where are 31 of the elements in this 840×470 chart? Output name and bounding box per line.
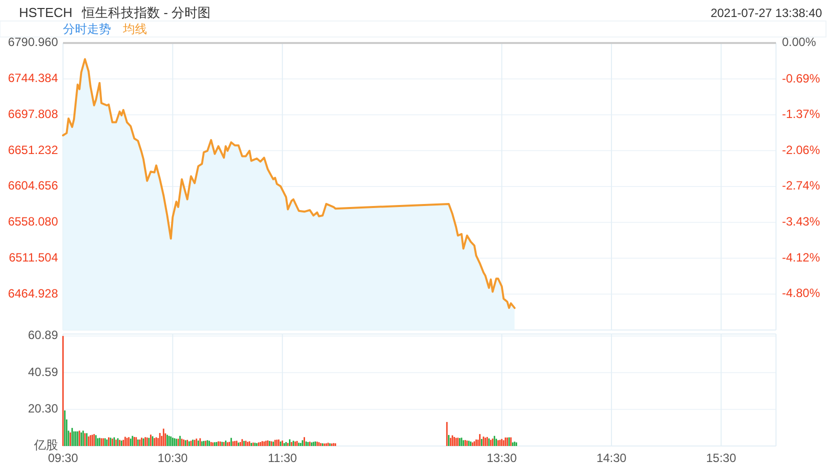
- x-tick-label: 15:30: [706, 451, 736, 465]
- y-tick-label: 6558.080: [8, 214, 58, 229]
- y-tick-label: 6697.808: [8, 106, 58, 121]
- y-tick-label: 6464.928: [8, 286, 58, 300]
- y-tick-label: 6790.960: [8, 35, 58, 50]
- text: 分时走势: [63, 22, 111, 36]
- text: 2021-07-27 13:38:40: [710, 6, 822, 20]
- y2-tick-label: -2.06%: [782, 142, 820, 157]
- chart-title: HSTECH: [19, 5, 72, 20]
- y2-tick-label: -4.12%: [782, 250, 820, 265]
- x-tick-label: 13:30: [486, 451, 518, 465]
- y-tick-label: 亿股: [33, 438, 58, 452]
- x-tick-label: 14:30: [596, 451, 627, 465]
- chart-subtitle: 恒生科技指数 - 分时图: [81, 5, 211, 20]
- y2-tick-label: -3.43%: [782, 214, 820, 229]
- text: 均线: [122, 22, 147, 36]
- y2-tick-label: 0.00%: [782, 35, 816, 50]
- y-tick-label: 60.89: [28, 328, 58, 342]
- x-tick-label: 10:30: [158, 451, 188, 465]
- x-tick-label: 09:30: [48, 451, 78, 465]
- y2-tick-label: -1.37%: [782, 106, 820, 121]
- y-tick-label: 40.59: [28, 364, 58, 379]
- y-tick-label: 6651.232: [8, 142, 58, 157]
- y2-tick-label: -2.74%: [782, 178, 820, 192]
- x-tick-label: 11:30: [268, 451, 298, 465]
- y2-tick-label: -4.80%: [782, 286, 820, 300]
- y-tick-label: 6604.656: [8, 178, 58, 193]
- y2-tick-label: -0.69%: [782, 71, 820, 86]
- y-tick-label: 6744.384: [8, 71, 58, 86]
- y-tick-label: 20.30: [28, 402, 58, 416]
- y-tick-label: 6511.504: [8, 250, 58, 264]
